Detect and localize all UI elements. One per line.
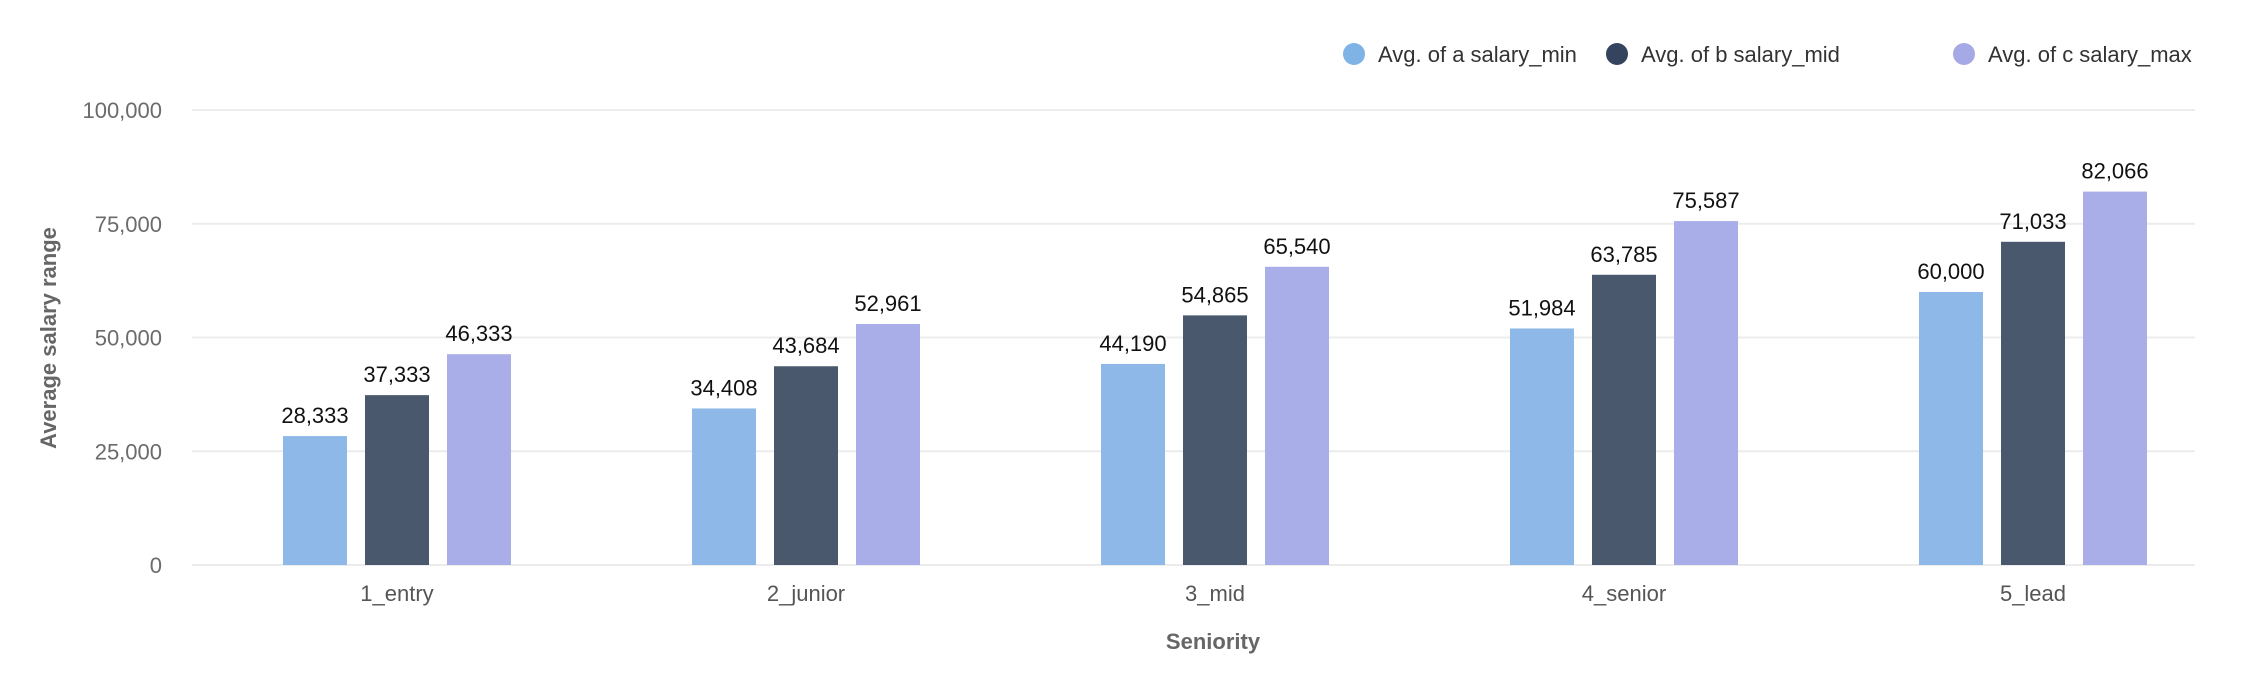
bar <box>1265 266 1329 565</box>
bars: 28,333 37,333 46,333 34,408 43,684 52,961 44,1… <box>281 159 2149 565</box>
x-axis-title: Seniority <box>1166 629 1261 654</box>
y-tick-label: 100,000 <box>82 98 162 123</box>
data-label: 37,333 <box>363 362 430 387</box>
data-label: 54,865 <box>1181 282 1248 307</box>
y-tick-label: 0 <box>150 553 162 578</box>
x-tick-label: 2_junior <box>767 581 845 606</box>
y-tick-label: 75,000 <box>95 212 162 237</box>
legend-label: Avg. of c salary_max <box>1988 42 2192 67</box>
bar <box>1592 274 1656 565</box>
data-label: 65,540 <box>1263 234 1330 259</box>
bar <box>1183 315 1247 565</box>
bar <box>365 395 429 565</box>
legend-label: Avg. of b salary_mid <box>1641 42 1840 67</box>
x-axis-ticks: 1_entry 2_junior 3_mid 4_senior 5_lead <box>360 581 2066 606</box>
y-tick-label: 25,000 <box>95 439 162 464</box>
bar <box>447 354 511 565</box>
legend-label: Avg. of a salary_min <box>1378 42 1577 67</box>
x-tick-label: 1_entry <box>360 581 433 606</box>
y-axis-ticks: 0 25,000 50,000 75,000 100,000 <box>82 98 162 578</box>
x-tick-label: 4_senior <box>1582 581 1666 606</box>
data-label: 46,333 <box>445 321 512 346</box>
bar <box>283 436 347 565</box>
data-label: 51,984 <box>1508 295 1575 320</box>
data-label: 71,033 <box>1999 209 2066 234</box>
data-label: 52,961 <box>854 291 921 316</box>
data-label: 43,684 <box>772 333 839 358</box>
bar <box>1919 292 1983 565</box>
legend: Avg. of a salary_min Avg. of b salary_mid… <box>1343 42 2192 67</box>
bar <box>1510 328 1574 565</box>
x-tick-label: 5_lead <box>2000 581 2066 606</box>
data-label: 44,190 <box>1099 331 1166 356</box>
legend-marker <box>1343 43 1365 65</box>
bar <box>692 408 756 565</box>
data-label: 34,408 <box>690 375 757 400</box>
data-label: 28,333 <box>281 403 348 428</box>
bar <box>774 366 838 565</box>
data-label: 63,785 <box>1590 242 1657 267</box>
y-tick-label: 50,000 <box>95 326 162 351</box>
data-label: 75,587 <box>1672 188 1739 213</box>
legend-marker <box>1606 43 1628 65</box>
bar <box>2001 241 2065 565</box>
y-axis-title: Average salary range <box>36 227 61 449</box>
x-tick-label: 3_mid <box>1185 581 1245 606</box>
legend-marker <box>1953 43 1975 65</box>
data-label: 82,066 <box>2081 159 2148 184</box>
bar <box>1674 221 1738 565</box>
bar <box>856 324 920 565</box>
data-label: 60,000 <box>1917 259 1984 284</box>
bar <box>1101 363 1165 565</box>
bar <box>2083 191 2147 565</box>
